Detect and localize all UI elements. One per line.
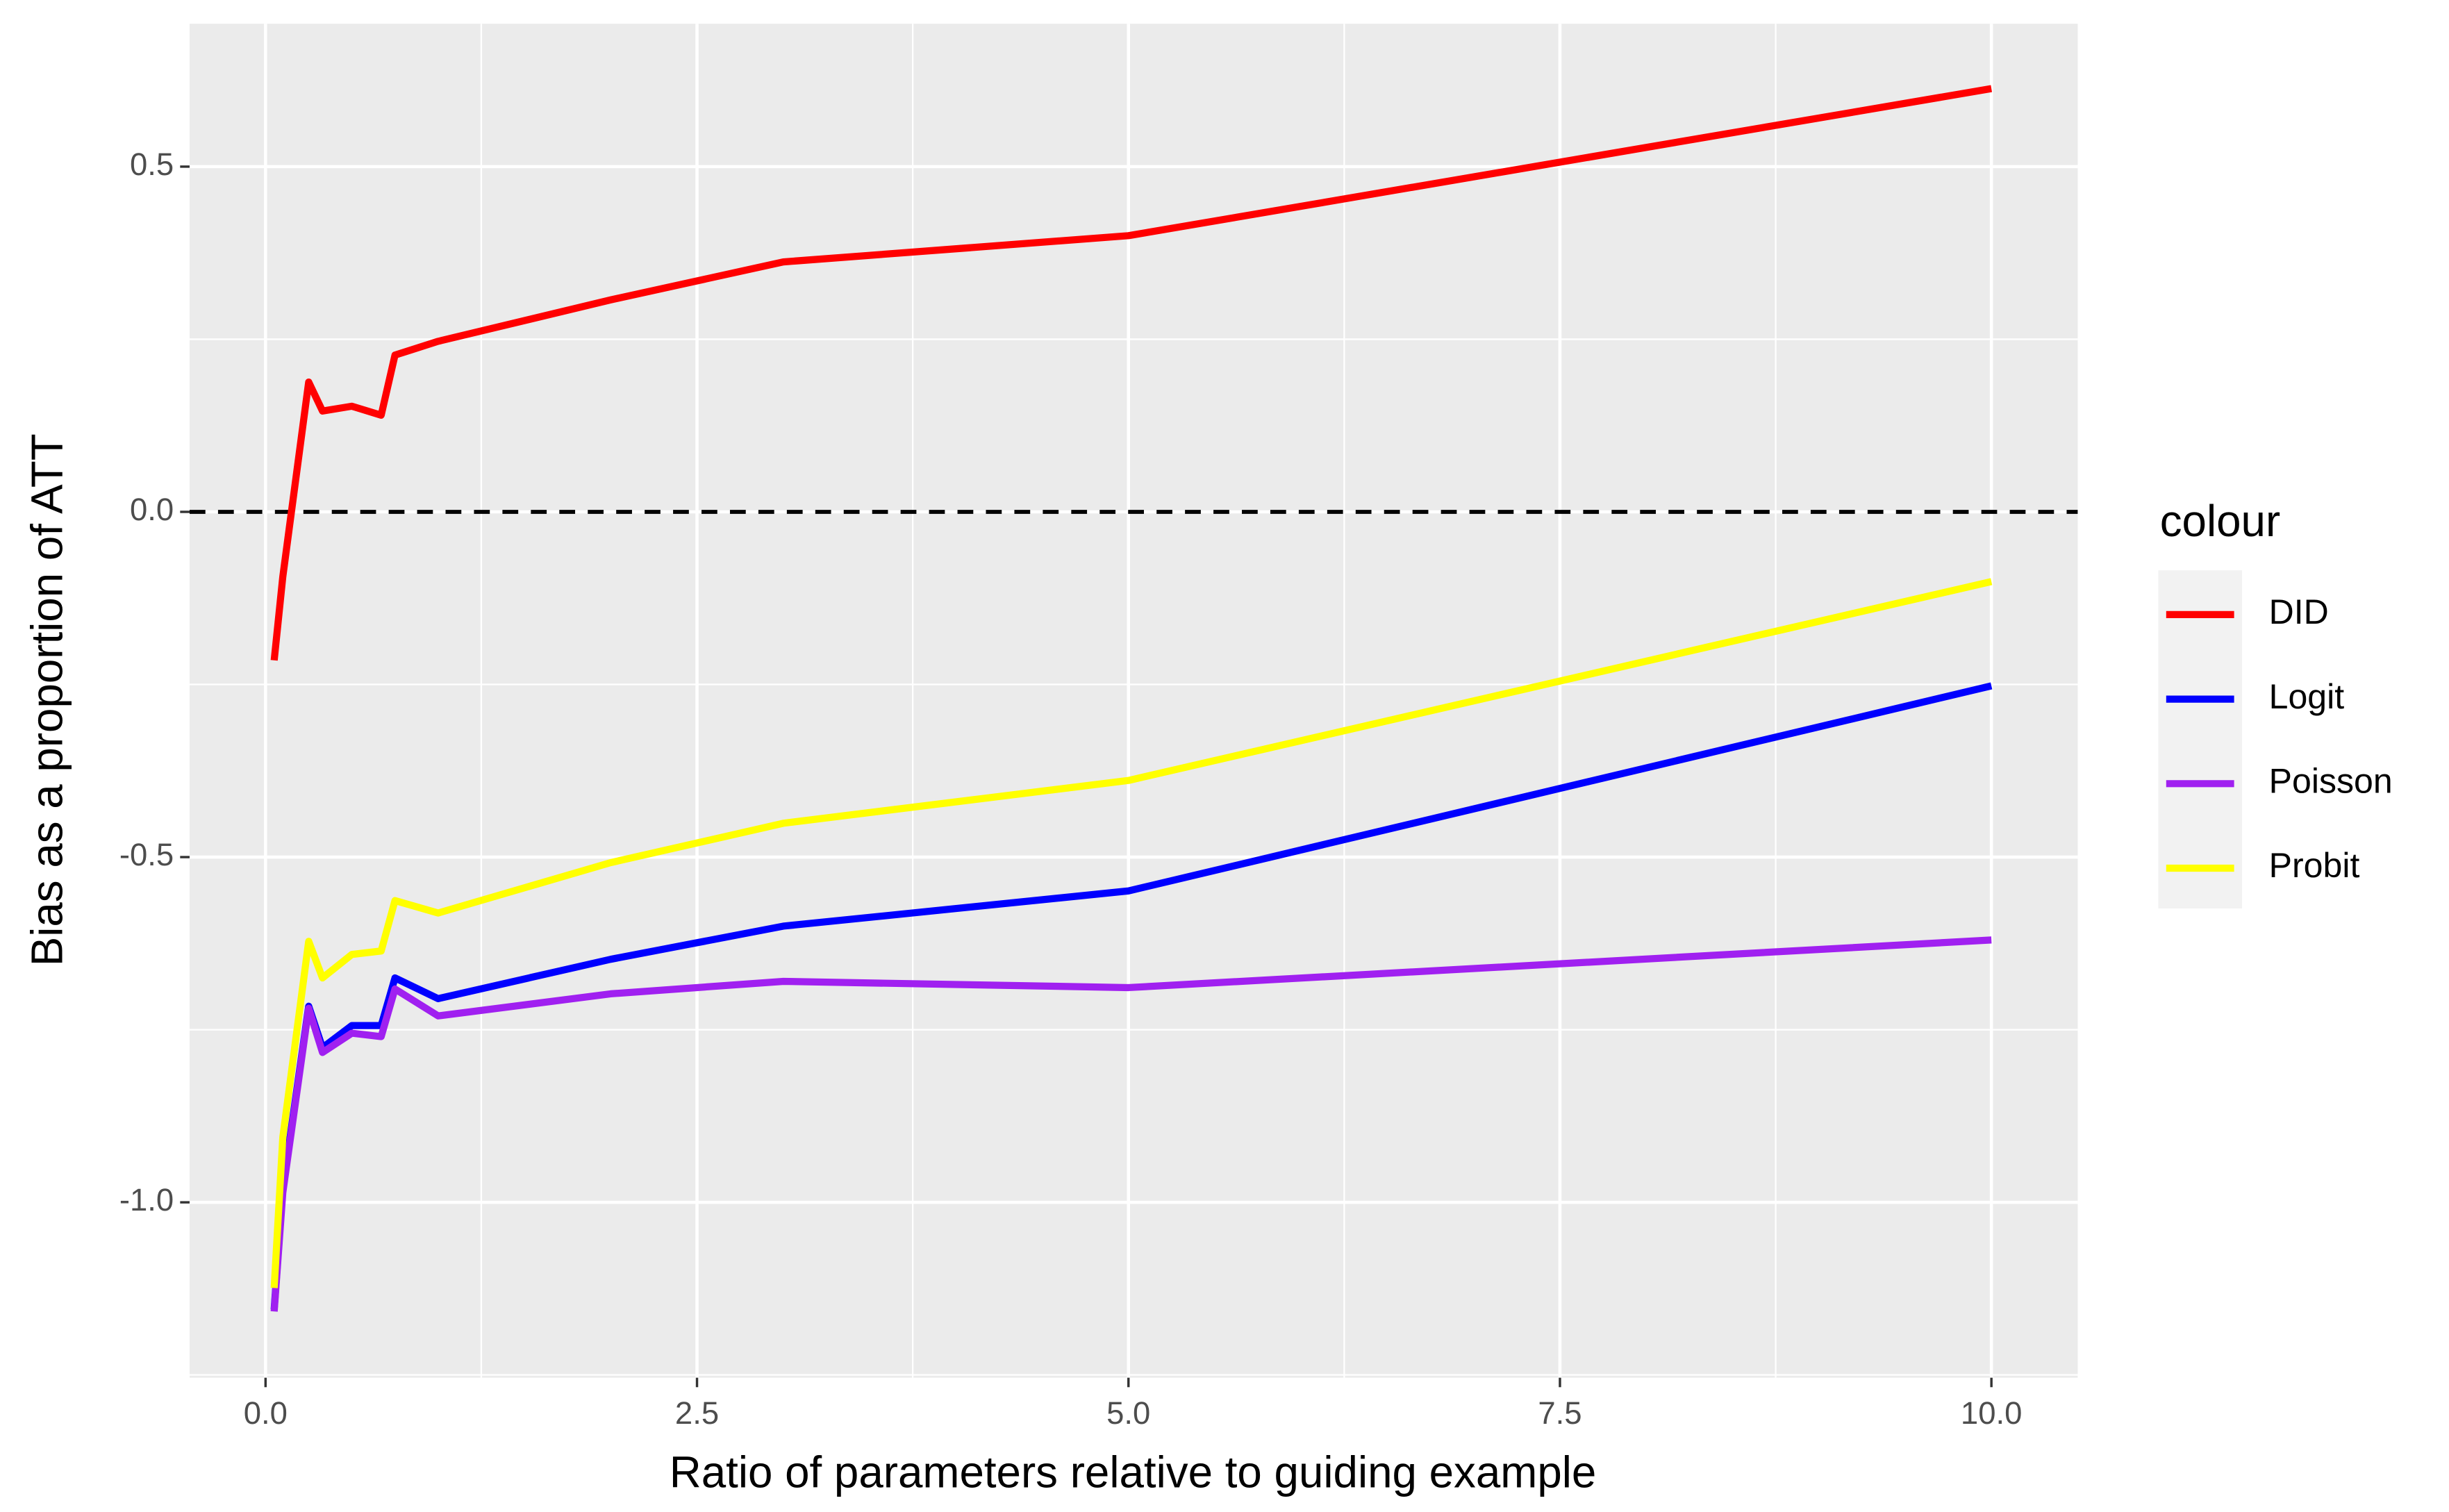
legend-label: Probit (2269, 846, 2360, 885)
legend: DID Logit Poisson Probit (2166, 592, 2393, 885)
y-axis-title: Bias as a proportion of ATT (23, 433, 72, 966)
y-tick-label: 0.5 (130, 147, 174, 182)
legend-label: DID (2269, 592, 2329, 631)
legend-label: Poisson (2269, 762, 2393, 801)
series-line (270, 936, 1992, 1312)
x-tick-label: 5.0 (1106, 1395, 1150, 1431)
x-tick-label: 2.5 (675, 1395, 719, 1431)
y-tick-label: -1.0 (119, 1182, 174, 1218)
series-line (270, 85, 1993, 661)
y-tick-label: -0.5 (119, 837, 174, 872)
legend-label: Logit (2269, 677, 2345, 716)
lines (189, 85, 2078, 1312)
plot-panel (189, 24, 2078, 1378)
x-tick-label: 10.0 (1961, 1395, 2023, 1431)
legend-key-background (2158, 570, 2242, 909)
x-axis-title: Ratio of parameters relative to guiding … (670, 1448, 1597, 1497)
legend-title: colour (2160, 497, 2280, 546)
x-tick-label: 7.5 (1538, 1395, 1582, 1431)
y-tick-label: 0.0 (130, 492, 174, 527)
x-tick-label: 0.0 (244, 1395, 288, 1431)
series-line (270, 578, 1993, 1288)
grid (189, 24, 2078, 1378)
